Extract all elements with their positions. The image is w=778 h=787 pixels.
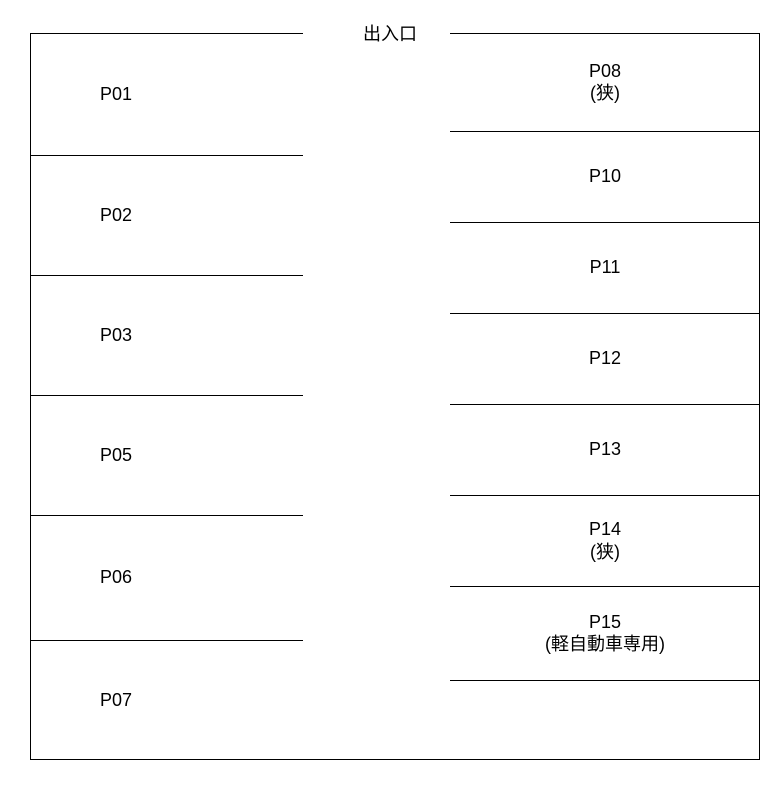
parking-slot: P14(狭) <box>450 495 760 586</box>
parking-slot: P15(軽自動車専用) <box>450 586 760 680</box>
parking-lot-diagram: 出入口 P01P02P03P05P06P07 P08(狭)P10P11P12P1… <box>0 0 778 787</box>
parking-slot: P03 <box>30 275 303 395</box>
parking-slot: P07 <box>30 640 303 760</box>
slot-label: P12 <box>589 347 621 370</box>
parking-slot: P10 <box>450 131 760 222</box>
slot-sublabel: (狭) <box>590 541 620 564</box>
slot-label: P13 <box>589 438 621 461</box>
parking-slot: P13 <box>450 404 760 495</box>
parking-slot: P06 <box>30 515 303 640</box>
slot-label: P11 <box>590 256 621 279</box>
slot-label: P03 <box>100 324 132 347</box>
slot-label: P15 <box>589 611 621 634</box>
parking-slot: P02 <box>30 155 303 275</box>
slot-label: P06 <box>100 566 132 589</box>
parking-slot <box>450 680 760 760</box>
slot-label: P01 <box>100 83 132 106</box>
entrance-label: 出入口 <box>330 20 450 46</box>
slot-sublabel: (軽自動車専用) <box>545 633 665 656</box>
parking-slot: P11 <box>450 222 760 313</box>
slot-label: P02 <box>100 204 132 227</box>
parking-slot: P12 <box>450 313 760 404</box>
slot-label: P07 <box>100 689 132 712</box>
parking-slot: P05 <box>30 395 303 515</box>
slot-sublabel: (狭) <box>590 82 620 105</box>
parking-slot: P08(狭) <box>450 33 760 131</box>
slot-label: P05 <box>100 444 132 467</box>
slot-label: P14 <box>589 518 621 541</box>
slot-label: P08 <box>589 60 621 83</box>
parking-slot: P01 <box>30 33 303 155</box>
slot-label: P10 <box>589 165 621 188</box>
